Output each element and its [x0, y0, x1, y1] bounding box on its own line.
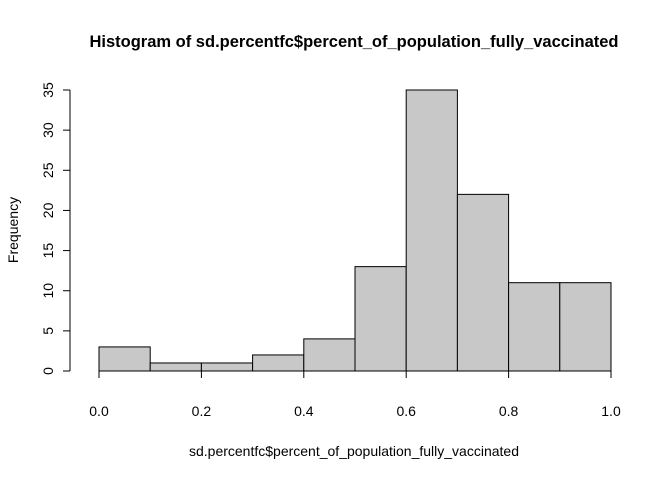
x-tick-label: 0.0 — [89, 403, 109, 419]
y-tick-label: 30 — [40, 122, 56, 138]
y-axis-label: Frequency — [5, 197, 21, 263]
chart-title: Histogram of sd.percentfc$percent_of_pop… — [89, 33, 618, 51]
x-tick-label: 0.4 — [294, 403, 314, 419]
y-tick-label: 5 — [40, 327, 56, 335]
histogram-bar-4 — [303, 338, 356, 372]
y-axis: 0 5 10 15 20 25 30 35 — [40, 82, 71, 375]
y-tick-label: 25 — [40, 162, 56, 178]
histogram-bar-8 — [508, 282, 561, 372]
y-tick-label: 10 — [40, 283, 56, 299]
y-tick-label: 0 — [40, 367, 56, 375]
x-tick-label: 0.8 — [499, 403, 519, 419]
histogram-bar-1 — [149, 362, 202, 372]
y-tick-label: 20 — [40, 202, 56, 218]
y-tick-label: 15 — [40, 243, 56, 259]
bars-group — [98, 89, 612, 372]
histogram-bar-6 — [405, 89, 458, 372]
histogram-bar-3 — [252, 354, 305, 372]
histogram-bar-5 — [354, 266, 407, 372]
histogram-bar-0 — [98, 346, 151, 372]
x-tick-label: 0.6 — [396, 403, 416, 419]
x-axis-label: sd.percentfc$percent_of_population_fully… — [189, 443, 519, 459]
histogram-bar-7 — [456, 193, 510, 372]
x-tick-label: 0.2 — [192, 403, 212, 419]
x-axis: 0.0 0.2 0.4 0.6 0.8 1.0 — [89, 370, 621, 419]
histogram-bar-9 — [559, 282, 612, 372]
x-tick-label: 1.0 — [601, 403, 621, 419]
histogram-bar-2 — [200, 362, 254, 372]
y-tick-label: 35 — [40, 82, 56, 98]
